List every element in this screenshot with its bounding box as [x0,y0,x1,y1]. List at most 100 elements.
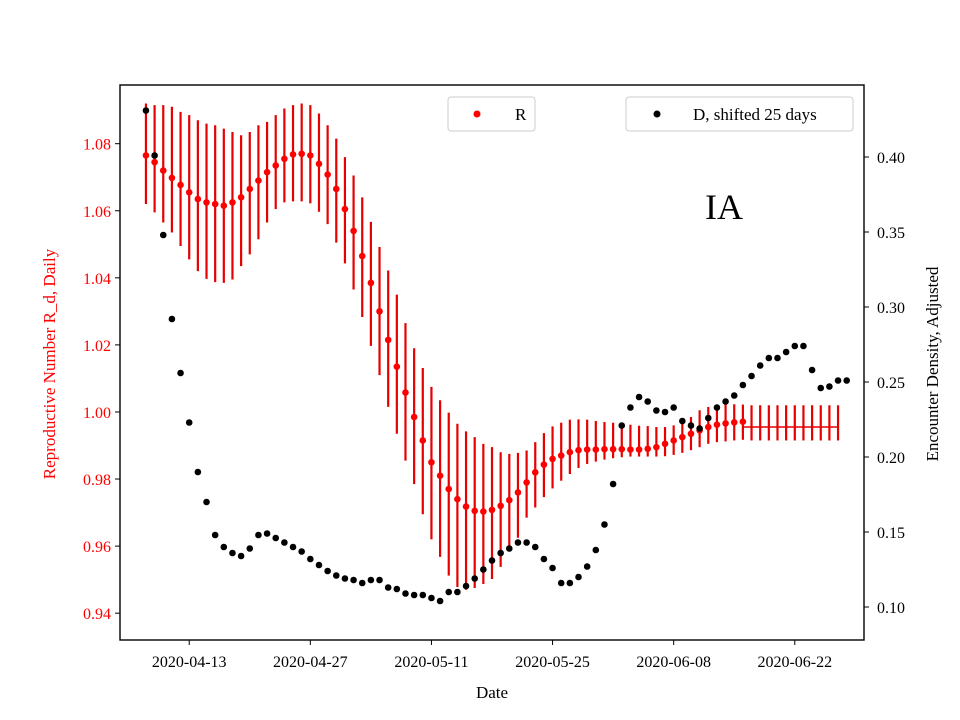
r-point [384,336,392,344]
r-point [419,437,427,444]
r-point [566,448,574,456]
r-point [627,446,634,453]
r-point [506,496,513,504]
d-point [488,557,496,564]
r-point [194,195,202,203]
left-y-tick-label: 0.96 [83,539,111,556]
d-point [817,384,825,392]
left-y-axis-label: Reproductive Number R_d, Daily [40,248,59,479]
d-point [531,543,539,551]
r-point [722,420,729,427]
d-point [704,414,712,422]
r-point [540,461,548,468]
left-y-tick-label: 0.98 [83,472,111,489]
d-point [843,377,850,384]
r-point [203,199,210,206]
d-point [679,417,686,425]
r-point [531,469,539,476]
legend-r: R [447,96,536,132]
d-point [826,383,833,390]
r-point [281,155,288,163]
r-point [350,227,357,235]
d-point [782,348,790,356]
d-point [713,404,721,411]
r-point [341,205,349,213]
d-point [661,408,669,416]
d-point [506,545,513,552]
r-point [289,151,297,158]
r-point [246,185,254,193]
d-point [540,555,548,563]
r-point [635,446,643,453]
r-point [255,177,262,184]
r-point [263,168,271,176]
d-point [177,369,184,377]
r-point [177,181,184,189]
r-point [730,419,738,426]
r-point [609,445,617,453]
d-point [384,584,392,591]
plot-layer [142,103,850,605]
r-point [436,472,444,479]
d-point [670,404,677,411]
r-point [185,189,193,196]
d-point [151,152,158,159]
left-y-tick-label: 1.06 [83,204,111,221]
d-point [419,591,427,599]
right-y-axis-label: Encounter Density, Adjusted [923,266,942,461]
x-tick-label: 2020-05-25 [515,654,590,671]
r-point [661,440,669,448]
d-point [722,398,729,405]
right-y-tick-label: 0.10 [877,600,905,617]
x-axis-label: Date [476,683,508,702]
d-point [350,576,357,584]
r-point [358,252,366,260]
x-tick-label: 2020-06-22 [757,654,832,671]
d-point [220,543,228,551]
legend-d: D, shifted 25 days [625,96,854,132]
d-point [454,588,461,596]
left-y-tick-label: 1.00 [83,405,111,422]
legend-d-frame [625,96,854,132]
r-point [454,495,461,503]
x-tick-label: 2020-05-11 [394,654,468,671]
legend-d-label: D, shifted 25 days [693,105,817,124]
d-point [601,521,608,528]
d-point [367,576,375,584]
r-point [704,423,712,431]
d-point [307,555,314,563]
d-point [739,381,747,389]
r-point [211,200,219,208]
d-point [566,579,574,587]
d-point [635,393,643,401]
r-point [514,489,522,496]
r-point [592,446,600,453]
d-point [281,539,288,546]
r-point [523,479,530,486]
r-point [687,430,695,438]
r-point [739,418,747,425]
d-point [808,366,816,374]
r-point [679,433,686,441]
r-point [471,507,478,515]
right-y-tick-label: 0.25 [877,375,905,392]
d-point [834,377,842,384]
d-point [592,546,600,554]
right-y-tick-label: 0.20 [877,450,905,467]
r-point [367,279,375,287]
d-point [730,392,738,399]
r-point [376,308,383,315]
d-point [462,582,470,590]
r-point [575,446,582,454]
d-point [480,566,487,573]
r-point [237,194,245,201]
d-point [358,579,366,587]
d-point [791,342,799,350]
r-point [428,458,435,466]
d-point [255,531,262,539]
right-y-tick-label: 0.40 [877,150,905,167]
x-tick-label: 2020-04-13 [152,654,227,671]
d-point [756,362,764,369]
left-y-tick-label: 1.04 [83,271,111,288]
